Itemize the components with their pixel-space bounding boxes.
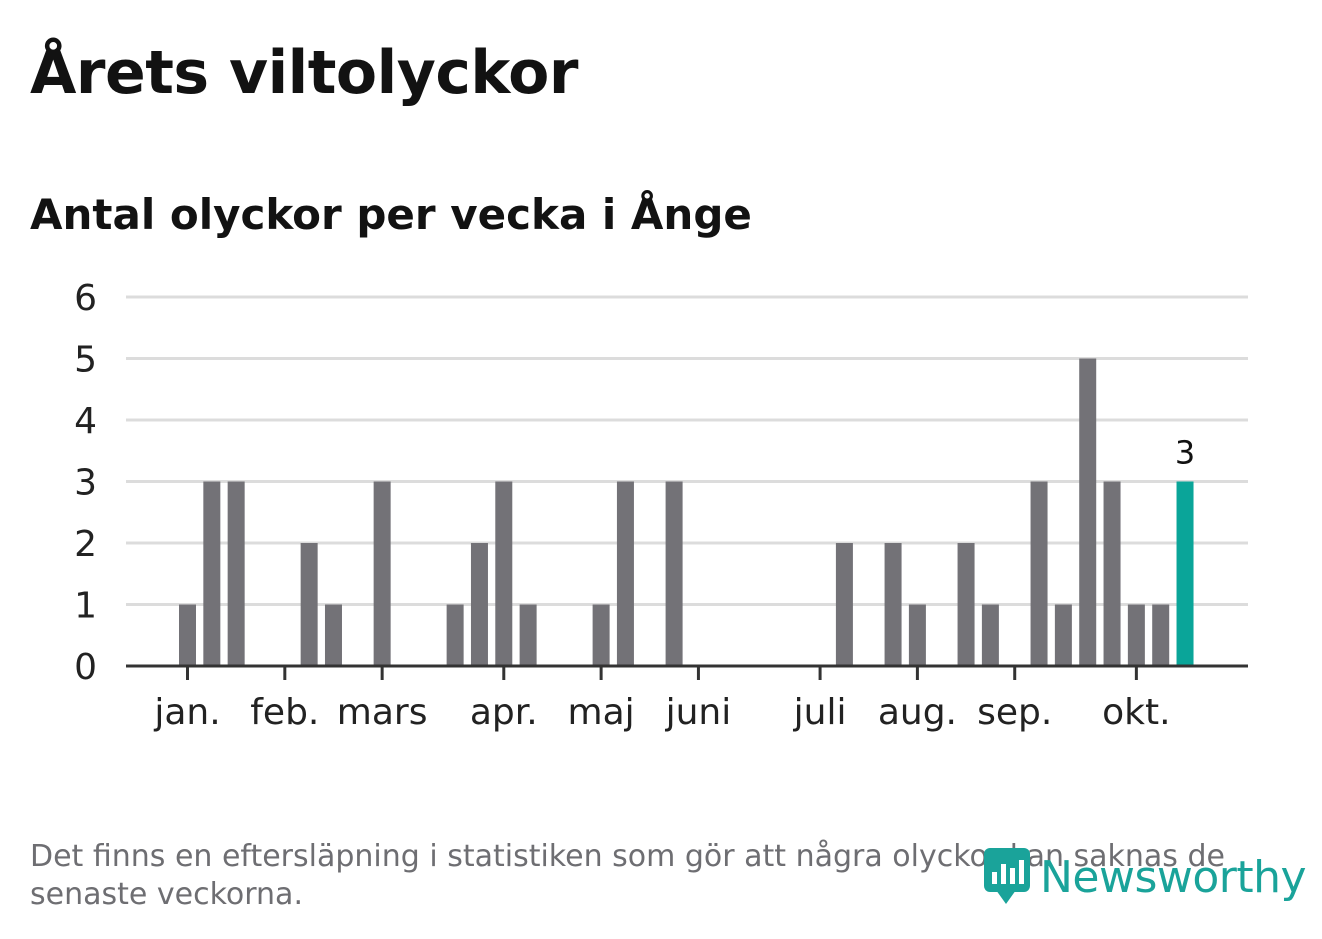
bar — [1079, 358, 1097, 666]
bar — [616, 481, 634, 666]
x-tick-label: maj — [568, 692, 635, 733]
x-tick-label: juli — [793, 692, 847, 733]
bar — [1103, 481, 1121, 666]
bar — [592, 604, 610, 666]
x-tick-label: feb. — [250, 692, 319, 733]
bar — [203, 481, 221, 666]
y-tick-label: 2 — [74, 524, 97, 565]
bar — [300, 543, 318, 666]
bar — [908, 604, 926, 666]
bar-highlight — [1176, 481, 1194, 666]
y-tick-label: 1 — [74, 586, 97, 627]
x-tick-label: jan. — [153, 692, 220, 733]
x-tick-label: juni — [665, 692, 732, 733]
bar — [324, 604, 342, 666]
chart-subtitle: Antal olyckor per vecka i Ånge — [30, 190, 752, 239]
x-axis-ticks: jan. feb. mars apr. maj juni juli aug. sep. okt. — [153, 666, 1171, 733]
bar — [1127, 604, 1145, 666]
data-label: 3 — [1175, 434, 1195, 472]
bar — [1054, 604, 1072, 666]
newsworthy-logo[interactable]: Newsworthy — [982, 846, 1307, 908]
x-tick-label: sep. — [977, 692, 1052, 733]
newsworthy-logo-icon — [984, 848, 1030, 904]
y-tick-label: 4 — [74, 401, 97, 442]
bar — [227, 481, 245, 666]
bar — [470, 543, 488, 666]
bar — [884, 543, 902, 666]
x-tick-label: mars — [337, 692, 428, 733]
x-tick-label: aug. — [878, 692, 957, 733]
chart-title: Årets viltolyckor — [30, 38, 579, 108]
y-tick-label: 5 — [74, 340, 97, 381]
bar — [835, 543, 853, 666]
bar — [665, 481, 683, 666]
y-axis-ticks: 0 1 2 3 4 5 6 — [74, 278, 97, 688]
bar-chart: 0 1 2 3 4 5 6 3 jan. feb. mars apr. maj juni juli aug… — [74, 278, 1248, 733]
y-tick-label: 0 — [74, 647, 97, 688]
y-tick-label: 3 — [74, 463, 97, 504]
bar — [1152, 604, 1170, 666]
y-tick-label: 6 — [74, 278, 97, 319]
bars: 3 — [179, 358, 1195, 666]
bar — [446, 604, 464, 666]
bar — [957, 543, 975, 666]
bar — [981, 604, 999, 666]
bar — [495, 481, 513, 666]
bar — [373, 481, 391, 666]
newsworthy-logo-text: Newsworthy — [1040, 851, 1307, 903]
bar — [179, 604, 196, 666]
x-tick-label: apr. — [470, 692, 538, 733]
x-tick-label: okt. — [1102, 692, 1170, 733]
bar — [1030, 481, 1048, 666]
bar — [519, 604, 537, 666]
